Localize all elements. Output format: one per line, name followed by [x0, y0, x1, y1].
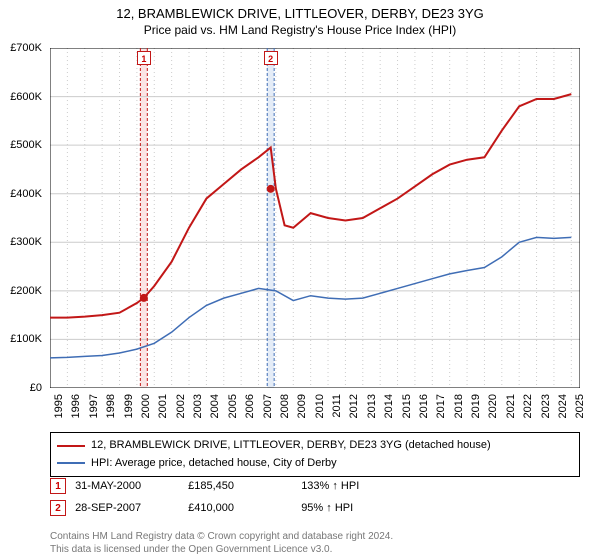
x-tick-label: 2023: [540, 394, 552, 418]
legend-item: HPI: Average price, detached house, City…: [57, 455, 573, 473]
legend-label: HPI: Average price, detached house, City…: [91, 455, 337, 473]
transaction-pct: 133% ↑ HPI: [301, 480, 359, 492]
footer-attribution: Contains HM Land Registry data © Crown c…: [50, 530, 393, 556]
chart-marker-badge: 2: [264, 51, 278, 65]
x-tick-label: 2008: [279, 394, 291, 418]
chart-subtitle: Price paid vs. HM Land Registry's House …: [0, 23, 600, 37]
x-tick-label: 2011: [331, 394, 343, 418]
y-tick-label: £200K: [10, 285, 42, 297]
y-tick-label: £300K: [10, 236, 42, 248]
x-tick-label: 2022: [522, 394, 534, 418]
x-tick-label: 1998: [105, 394, 117, 418]
marker-badge-icon: 1: [50, 478, 66, 494]
legend-swatch-icon: [57, 445, 85, 447]
y-tick-label: £500K: [10, 139, 42, 151]
x-tick-label: 2024: [557, 394, 569, 418]
legend: 12, BRAMBLEWICK DRIVE, LITTLEOVER, DERBY…: [50, 432, 580, 477]
x-tick-label: 2003: [192, 394, 204, 418]
x-tick-label: 2004: [209, 394, 221, 418]
x-tick-label: 1996: [70, 394, 82, 418]
transaction-date: 28-SEP-2007: [75, 502, 185, 514]
y-tick-label: £100K: [10, 333, 42, 345]
footer-line: Contains HM Land Registry data © Crown c…: [50, 530, 393, 543]
x-tick-label: 2018: [453, 394, 465, 418]
legend-label: 12, BRAMBLEWICK DRIVE, LITTLEOVER, DERBY…: [91, 437, 491, 455]
chart-title: 12, BRAMBLEWICK DRIVE, LITTLEOVER, DERBY…: [0, 6, 600, 21]
chart-marker-badge: 1: [137, 51, 151, 65]
x-tick-label: 2016: [418, 394, 430, 418]
chart-svg: [50, 48, 580, 388]
transaction-row: 2 28-SEP-2007 £410,000 95% ↑ HPI: [50, 500, 353, 516]
y-tick-label: £700K: [10, 42, 42, 54]
transaction-price: £410,000: [188, 502, 298, 514]
y-tick-label: £0: [30, 382, 42, 394]
x-tick-label: 1995: [53, 394, 65, 418]
title-block: 12, BRAMBLEWICK DRIVE, LITTLEOVER, DERBY…: [0, 0, 600, 37]
y-axis: £0£100K£200K£300K£400K£500K£600K£700K: [0, 48, 46, 388]
marker-badge-icon: 2: [50, 500, 66, 516]
x-tick-label: 2006: [244, 394, 256, 418]
y-tick-label: £400K: [10, 188, 42, 200]
x-tick-label: 2001: [157, 394, 169, 418]
x-tick-label: 2002: [175, 394, 187, 418]
transaction-pct: 95% ↑ HPI: [301, 502, 353, 514]
x-tick-label: 2025: [574, 394, 586, 418]
x-tick-label: 2019: [470, 394, 482, 418]
transaction-date: 31-MAY-2000: [75, 480, 185, 492]
footer-line: This data is licensed under the Open Gov…: [50, 543, 393, 556]
x-tick-label: 2015: [401, 394, 413, 418]
x-tick-label: 2013: [366, 394, 378, 418]
x-tick-label: 2020: [487, 394, 499, 418]
x-tick-label: 2014: [383, 394, 395, 418]
x-tick-label: 1999: [123, 394, 135, 418]
x-tick-label: 2017: [435, 394, 447, 418]
transaction-row: 1 31-MAY-2000 £185,450 133% ↑ HPI: [50, 478, 359, 494]
x-tick-label: 2007: [262, 394, 274, 418]
chart-plot-area: 12: [50, 48, 580, 388]
chart-container: 12, BRAMBLEWICK DRIVE, LITTLEOVER, DERBY…: [0, 0, 600, 560]
transaction-price: £185,450: [188, 480, 298, 492]
x-tick-label: 2009: [296, 394, 308, 418]
legend-item: 12, BRAMBLEWICK DRIVE, LITTLEOVER, DERBY…: [57, 437, 573, 455]
y-tick-label: £600K: [10, 91, 42, 103]
x-tick-label: 2000: [140, 394, 152, 418]
x-tick-label: 2012: [348, 394, 360, 418]
legend-swatch-icon: [57, 462, 85, 464]
x-tick-label: 1997: [88, 394, 100, 418]
x-axis: 1995 1996 1997 1998 1999 2000 2001 2002 2003 2004…: [50, 392, 580, 432]
x-tick-label: 2010: [314, 394, 326, 418]
x-tick-label: 2021: [505, 394, 517, 418]
x-tick-label: 2005: [227, 394, 239, 418]
